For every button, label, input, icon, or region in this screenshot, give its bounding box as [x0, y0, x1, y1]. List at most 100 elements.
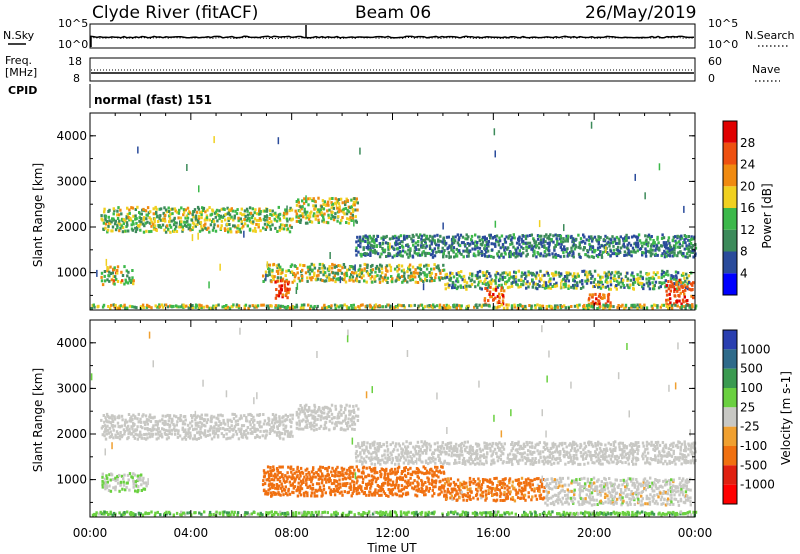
- scatter-cell-2: [691, 249, 694, 253]
- sparse-cell: [105, 258, 108, 266]
- scatter-cell-2: [594, 451, 597, 455]
- scatter-cell-2: [635, 448, 639, 452]
- scatter-cell-0: [118, 437, 122, 441]
- scatter-cell-2: [366, 441, 369, 445]
- scatter-cell-0: [204, 434, 207, 438]
- scatter-cell-0: [204, 222, 207, 226]
- scatter-cell-10: [590, 304, 593, 308]
- scatter-cell-10: [205, 304, 209, 308]
- scatter-cell-2: [380, 236, 383, 240]
- scatter-cell-2: [398, 253, 401, 257]
- scatter-cell-0: [144, 209, 148, 213]
- scatter-cell-7: [496, 294, 500, 298]
- scatter-cell-2: [369, 442, 372, 446]
- scatter-cell-3: [141, 479, 144, 483]
- scatter-cell-1: [323, 405, 327, 409]
- scatter-cell-1: [323, 423, 327, 427]
- scatter-cell-0: [265, 209, 269, 213]
- scatter-cell-8: [601, 297, 604, 300]
- scatter-cell-0: [174, 209, 177, 213]
- scatter-cell-9: [665, 289, 668, 293]
- scatter-cell-2: [591, 454, 594, 457]
- scatter-cell-1: [330, 213, 333, 217]
- scatter-cell-2: [684, 449, 687, 453]
- scatter-cell-6: [669, 277, 673, 281]
- scatter-cell-3: [113, 266, 116, 270]
- scatter-cell-6: [492, 279, 495, 283]
- scatter-cell-0: [120, 414, 124, 418]
- scatter-cell-6: [615, 279, 619, 283]
- scatter-cell-6: [659, 285, 662, 289]
- scatter-cell-10: [141, 303, 145, 307]
- scatter-cell-2: [691, 244, 694, 247]
- scatter-cell-2: [453, 239, 457, 243]
- scatter-cell-2: [458, 457, 461, 461]
- scatter-cell-0: [156, 420, 160, 424]
- scatter-cell-4: [308, 484, 312, 488]
- scatter-cell-2: [643, 450, 646, 454]
- scatter-cell-4: [331, 466, 334, 470]
- scatter-cell-2: [483, 252, 486, 256]
- scatter-cell-10: [295, 303, 298, 307]
- scatter-cell-0: [273, 415, 276, 419]
- scatter-cell-0: [206, 208, 209, 212]
- scatter-cell-2: [619, 460, 622, 463]
- scatter-cell-2: [598, 253, 601, 256]
- scatter-cell-2: [533, 249, 536, 253]
- scatter-cell-2: [456, 241, 460, 245]
- scatter-cell-4: [263, 474, 266, 478]
- scatter-cell-2: [415, 252, 418, 256]
- scatter-cell-2: [676, 234, 679, 238]
- scatter-cell-1: [311, 199, 314, 203]
- scatter-cell-4: [311, 468, 315, 472]
- scatter-cell-6: [680, 273, 684, 277]
- scatter-cell-1: [356, 414, 360, 418]
- scatter-cell-2: [693, 461, 696, 465]
- scatter-cell-4: [328, 265, 331, 269]
- scatter-cell-2: [562, 447, 565, 451]
- scatter-cell-0: [184, 431, 188, 435]
- scatter-cell-2: [466, 254, 469, 258]
- scatter-cell-1: [326, 200, 330, 204]
- scatter-cell-4: [396, 265, 399, 269]
- scatter-cell-2: [446, 442, 450, 445]
- scatter-cell-2: [431, 252, 434, 256]
- scatter-cell-2: [515, 249, 518, 252]
- scatter-cell-10: [248, 304, 251, 308]
- scatter-cell-2: [572, 459, 575, 463]
- scatter-cell-10: [217, 303, 220, 307]
- scatter-cell-2: [684, 236, 688, 240]
- scatter-cell-4: [303, 475, 306, 479]
- scatter-cell-6: [486, 287, 489, 290]
- scatter-cell-4: [406, 270, 409, 274]
- scatter-cell-0: [210, 414, 213, 418]
- scatter-cell-3: [132, 479, 135, 483]
- scatter-cell-0: [253, 418, 256, 422]
- scatter-cell-10: [109, 306, 112, 310]
- scatter-cell-4: [407, 274, 410, 278]
- scatter-cell-10: [277, 304, 280, 308]
- scatter-cell-2: [599, 459, 602, 462]
- scatter-cell-0: [234, 423, 238, 427]
- scatter-cell-2: [690, 452, 693, 456]
- scatter-cell-2: [576, 448, 580, 452]
- scatter-cell-0: [136, 205, 139, 209]
- scatter-cell-2: [546, 459, 550, 463]
- scatter-cell-0: [199, 420, 202, 424]
- scatter-cell-2: [676, 456, 680, 460]
- scatter-cell-6: [576, 284, 579, 288]
- scatter-cell-0: [262, 422, 266, 426]
- scatter-cell-6: [514, 271, 517, 275]
- scatter-cell-1: [299, 410, 302, 414]
- scatter-cell-3: [112, 477, 115, 481]
- scatter-cell-4: [311, 276, 314, 279]
- scatter-cell-0: [189, 421, 192, 425]
- scatter-cell-10: [352, 303, 355, 307]
- scatter-cell-4: [397, 267, 401, 271]
- scatter-cell-2: [563, 248, 567, 252]
- scatter-cell-0: [288, 418, 291, 422]
- scatter-cell-2: [589, 244, 592, 248]
- scatter-cell-4: [296, 485, 300, 489]
- scatter-cell-2: [415, 233, 418, 237]
- scatter-cell-0: [111, 425, 114, 429]
